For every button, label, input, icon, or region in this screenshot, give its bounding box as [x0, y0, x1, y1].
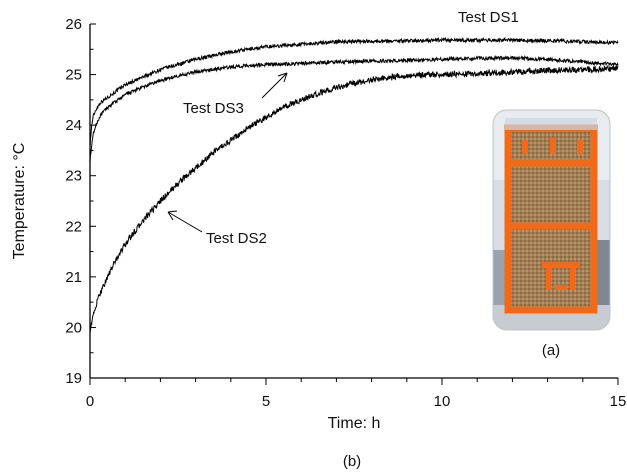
x-tick-label-10: 10 [434, 393, 451, 410]
figure-caption: (b) [343, 453, 361, 470]
annotation-arrow-ds3 [261, 72, 288, 99]
annotation-test-ds2: Test DS2 [206, 230, 267, 247]
x-tick-label-0: 0 [86, 393, 94, 410]
series-line-test-ds2 [89, 64, 619, 334]
y-tick-label-20: 20 [65, 319, 82, 336]
annotation-arrowhead-ds3 [277, 72, 288, 83]
series-line-test-ds1 [89, 36, 619, 148]
y-tick-label-19: 19 [65, 370, 82, 387]
y-tick-label-21: 21 [65, 269, 82, 286]
y-tick-label-22: 22 [65, 218, 82, 235]
axis-ticks: 19 20 21 22 23 24 25 26 0 5 10 15 [65, 16, 626, 410]
annotation-arrowhead-ds2 [167, 210, 178, 221]
y-tick-label-24: 24 [65, 117, 82, 134]
annotation-test-ds1: Test DS1 [458, 9, 519, 26]
y-tick-label-23: 23 [65, 168, 82, 185]
x-axis-label: Time: h [328, 415, 381, 432]
series-lines [89, 36, 619, 334]
x-tick-label-15: 15 [610, 393, 627, 410]
inset-photo [492, 109, 611, 331]
series-line-test-ds3 [89, 54, 619, 163]
annotation-arrow-ds2 [167, 211, 203, 233]
y-tick-label-26: 26 [65, 16, 82, 33]
x-tick-label-5: 5 [262, 393, 270, 410]
inset-label: (a) [542, 342, 560, 359]
y-axis-label: Temperature: °C [11, 143, 28, 260]
annotation-test-ds3: Test DS3 [183, 100, 244, 117]
y-tick-label-25: 25 [65, 67, 82, 84]
